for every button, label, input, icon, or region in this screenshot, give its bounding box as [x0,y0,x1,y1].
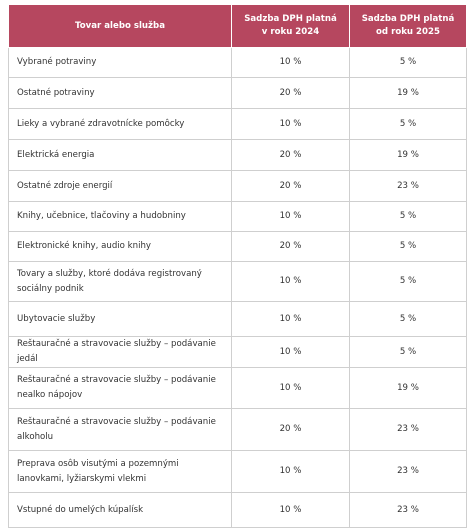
rate-cell: 10 % [231,201,350,232]
rate-cell: 19 % [349,367,467,409]
rate-cell: 5 % [349,231,467,262]
item-cell: Reštauračné a stravovacie služby – podáv… [8,367,232,409]
header-row: Tovar alebo služba Sadzba DPH platná v ro… [8,4,467,48]
table-row: Ostatné zdroje energií 20 % 23 % [8,170,467,202]
table-row: Reštauračné a stravovacie služby – podáv… [8,336,467,368]
rate-cell: 20 % [231,231,350,262]
vat-table: Tovar alebo služba Sadzba DPH platná v ro… [8,4,467,528]
table-row: Preprava osôb visutými a pozemnými lanov… [8,450,467,493]
rate-cell: 23 % [349,492,467,528]
item-cell: Preprava osôb visutými a pozemnými lanov… [8,450,232,493]
rate-cell: 10 % [231,450,350,493]
table-row: Vstupné do umelých kúpalísk 10 % 23 % [8,492,467,528]
rate-cell: 20 % [231,170,350,202]
rate-cell: 5 % [349,47,467,78]
rate-cell: 23 % [349,408,467,451]
table-row: Knihy, učebnice, tlačoviny a hudobniny 10… [8,201,467,232]
rate-cell: 10 % [231,261,350,302]
rate-cell: 5 % [349,201,467,232]
table-row: Elektronické knihy, audio knihy 20 % 5 % [8,231,467,262]
table-row: Ubytovacie služby 10 % 5 % [8,301,467,337]
header-cell: Sadzba DPH platná v roku 2024 [231,4,350,48]
rate-cell: 20 % [231,139,350,171]
table-body: Vybrané potraviny 10 % 5 % Ostatné potravin… [8,47,467,528]
rate-cell: 19 % [349,139,467,171]
rate-cell: 23 % [349,450,467,493]
table-row: Tovary a služby, ktoré dodáva registrova… [8,261,467,302]
header-cell: Sadzba DPH platná od roku 2025 [349,4,467,48]
item-cell: Elektronické knihy, audio knihy [8,231,232,262]
rate-cell: 10 % [231,47,350,78]
item-cell: Vstupné do umelých kúpalísk [8,492,232,528]
header-cell: Tovar alebo služba [8,4,232,48]
item-cell: Reštauračné a stravovacie služby – podáv… [8,408,232,451]
item-cell: Elektrická energia [8,139,232,171]
table-row: Reštauračné a stravovacie služby – podáv… [8,367,467,409]
table-row: Lieky a vybrané zdravotnícke pomôcky 10 %… [8,108,467,140]
rate-cell: 5 % [349,261,467,302]
table-row: Elektrická energia 20 % 19 % [8,139,467,171]
rate-cell: 20 % [231,408,350,451]
table-row: Ostatné potraviny 20 % 19 % [8,77,467,109]
item-cell: Tovary a služby, ktoré dodáva registrova… [8,261,232,302]
rate-cell: 23 % [349,170,467,202]
item-cell: Ostatné zdroje energií [8,170,232,202]
rate-cell: 20 % [231,77,350,109]
rate-cell: 10 % [231,301,350,337]
rate-cell: 5 % [349,336,467,368]
item-cell: Lieky a vybrané zdravotnícke pomôcky [8,108,232,140]
rate-cell: 5 % [349,301,467,337]
item-cell: Knihy, učebnice, tlačoviny a hudobniny [8,201,232,232]
table-row: Vybrané potraviny 10 % 5 % [8,47,467,78]
item-cell: Vybrané potraviny [8,47,232,78]
rate-cell: 10 % [231,108,350,140]
rate-cell: 19 % [349,77,467,109]
rate-cell: 10 % [231,492,350,528]
item-cell: Reštauračné a stravovacie služby – podáv… [8,336,232,368]
rate-cell: 10 % [231,336,350,368]
rate-cell: 10 % [231,367,350,409]
item-cell: Ubytovacie služby [8,301,232,337]
table-row: Reštauračné a stravovacie služby – podáv… [8,408,467,451]
item-cell: Ostatné potraviny [8,77,232,109]
rate-cell: 5 % [349,108,467,140]
